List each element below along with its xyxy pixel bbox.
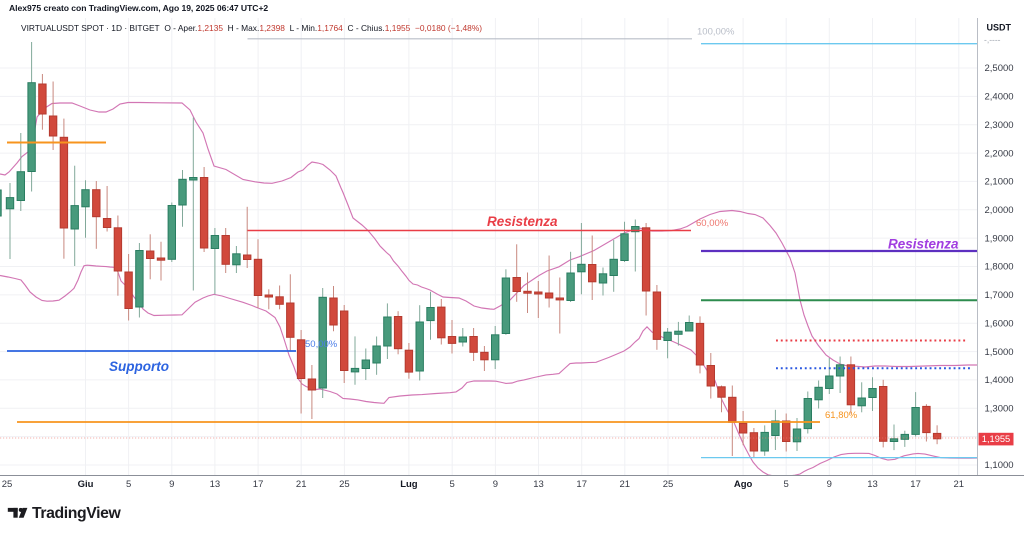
svg-text:Resistenza: Resistenza: [487, 214, 558, 229]
svg-text:1,9000: 1,9000: [985, 233, 1014, 244]
svg-text:21: 21: [620, 479, 631, 490]
svg-text:100,00%: 100,00%: [697, 27, 735, 38]
svg-text:25: 25: [339, 479, 350, 490]
svg-text:USDT: USDT: [987, 22, 1012, 32]
svg-text:2,5000: 2,5000: [985, 63, 1014, 74]
svg-text:1,7000: 1,7000: [985, 290, 1014, 301]
svg-text:2,1000: 2,1000: [985, 177, 1014, 188]
svg-text:13: 13: [210, 479, 221, 490]
svg-text:1,4000: 1,4000: [985, 375, 1014, 386]
svg-text:13: 13: [533, 479, 544, 490]
svg-text:9: 9: [827, 479, 832, 490]
svg-text:60,00%: 60,00%: [696, 218, 729, 229]
svg-text:25: 25: [2, 479, 13, 490]
svg-text:2,4000: 2,4000: [985, 92, 1014, 103]
svg-text:61,80%: 61,80%: [825, 410, 858, 421]
svg-text:1,5000: 1,5000: [985, 347, 1014, 358]
svg-text:17: 17: [910, 479, 921, 490]
svg-text:-,----: -,----: [984, 35, 1001, 45]
svg-text:1,1955: 1,1955: [982, 434, 1010, 444]
svg-text:9: 9: [493, 479, 498, 490]
svg-text:Ago: Ago: [734, 479, 753, 490]
svg-text:5: 5: [450, 479, 455, 490]
svg-text:17: 17: [253, 479, 264, 490]
svg-text:1,6000: 1,6000: [985, 318, 1014, 329]
svg-text:1,1000: 1,1000: [985, 460, 1014, 471]
svg-text:1,3000: 1,3000: [985, 404, 1014, 415]
svg-text:50,00%: 50,00%: [305, 339, 338, 350]
svg-text:2,2000: 2,2000: [985, 148, 1014, 159]
svg-text:21: 21: [954, 479, 965, 490]
svg-text:1,8000: 1,8000: [985, 262, 1014, 273]
svg-text:13: 13: [867, 479, 878, 490]
svg-text:Supporto: Supporto: [109, 359, 169, 374]
svg-text:9: 9: [169, 479, 174, 490]
svg-text:25: 25: [663, 479, 674, 490]
svg-text:21: 21: [296, 479, 307, 490]
svg-text:2,3000: 2,3000: [985, 120, 1014, 131]
svg-text:2,0000: 2,0000: [985, 205, 1014, 216]
svg-text:Lug: Lug: [400, 479, 418, 490]
svg-text:TradingView: TradingView: [32, 505, 121, 522]
svg-text:17: 17: [576, 479, 587, 490]
svg-text:Resistenza: Resistenza: [888, 237, 959, 252]
svg-text:5: 5: [126, 479, 131, 490]
svg-text:5: 5: [784, 479, 789, 490]
svg-text:Giu: Giu: [78, 479, 94, 490]
